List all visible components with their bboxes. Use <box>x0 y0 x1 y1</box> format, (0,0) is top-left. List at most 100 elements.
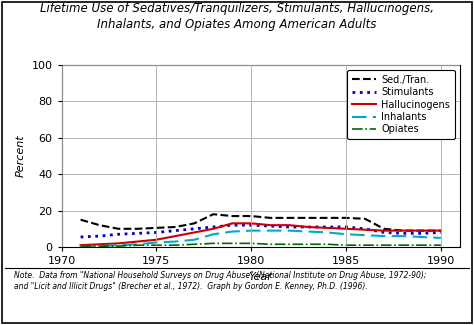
Inhalants <box>229 229 235 233</box>
Opiates <box>343 243 349 247</box>
Inhalants <box>305 229 311 233</box>
Hallucinogens <box>116 241 121 245</box>
Sed./Tran. <box>154 226 159 230</box>
Text: Lifetime Use of Sedatives/Tranquilizers, Stimulants, Hallucinogens,: Lifetime Use of Sedatives/Tranquilizers,… <box>40 2 434 15</box>
Stimulants <box>210 225 216 229</box>
Legend: Sed./Tran., Stimulants, Hallucinogens, Inhalants, Opiates: Sed./Tran., Stimulants, Hallucinogens, I… <box>347 70 455 139</box>
Stimulants <box>97 234 102 238</box>
Opiates <box>154 243 159 247</box>
Stimulants <box>438 230 444 234</box>
Hallucinogens <box>229 221 235 225</box>
Hallucinogens <box>305 225 311 229</box>
Inhalants <box>248 229 254 233</box>
Opiates <box>116 244 121 248</box>
Opiates <box>362 243 368 247</box>
Stimulants <box>381 230 387 234</box>
Hallucinogens <box>438 229 444 233</box>
Stimulants <box>154 230 159 234</box>
Inhalants <box>381 234 387 238</box>
Y-axis label: Percent: Percent <box>16 135 26 177</box>
Sed./Tran. <box>286 216 292 220</box>
Inhalants <box>362 233 368 237</box>
Line: Sed./Tran.: Sed./Tran. <box>81 214 441 231</box>
Opiates <box>229 241 235 245</box>
Opiates <box>400 243 406 247</box>
Stimulants <box>286 225 292 229</box>
Sed./Tran. <box>97 223 102 227</box>
Opiates <box>78 244 83 248</box>
Stimulants <box>419 231 425 235</box>
Opiates <box>438 243 444 247</box>
Line: Opiates: Opiates <box>81 243 441 246</box>
Sed./Tran. <box>229 214 235 218</box>
Inhalants <box>173 240 178 243</box>
Inhalants <box>324 230 330 234</box>
Inhalants <box>191 238 197 242</box>
Hallucinogens <box>324 226 330 230</box>
Inhalants <box>97 244 102 248</box>
Hallucinogens <box>343 227 349 231</box>
Opiates <box>248 241 254 245</box>
Sed./Tran. <box>419 229 425 233</box>
Stimulants <box>173 229 178 233</box>
Text: Inhalants, and Opiates Among American Adults: Inhalants, and Opiates Among American Ad… <box>97 18 377 31</box>
X-axis label: Year: Year <box>249 272 273 281</box>
Opiates <box>381 243 387 247</box>
Stimulants <box>267 224 273 228</box>
Hallucinogens <box>362 228 368 232</box>
Inhalants <box>210 232 216 236</box>
Line: Inhalants: Inhalants <box>81 231 441 246</box>
Sed./Tran. <box>324 216 330 220</box>
Stimulants <box>343 225 349 229</box>
Opiates <box>97 244 102 248</box>
Inhalants <box>438 236 444 240</box>
Hallucinogens <box>173 234 178 238</box>
Sed./Tran. <box>400 229 406 233</box>
Inhalants <box>78 244 83 248</box>
Opiates <box>286 242 292 246</box>
Stimulants <box>362 227 368 231</box>
Hallucinogens <box>419 229 425 233</box>
Stimulants <box>400 231 406 235</box>
Sed./Tran. <box>135 227 140 231</box>
Opiates <box>267 242 273 246</box>
Sed./Tran. <box>173 225 178 229</box>
Sed./Tran. <box>343 216 349 220</box>
Hallucinogens <box>154 238 159 242</box>
Stimulants <box>78 235 83 239</box>
Inhalants <box>154 240 159 244</box>
Hallucinogens <box>267 223 273 227</box>
Opiates <box>305 242 311 246</box>
Inhalants <box>135 242 140 246</box>
Opiates <box>191 242 197 246</box>
Text: Note.  Data from "National Household Surveys on Drug Abuse" (National Institute : Note. Data from "National Household Surv… <box>14 271 427 291</box>
Line: Hallucinogens: Hallucinogens <box>81 223 441 245</box>
Sed./Tran. <box>362 217 368 221</box>
Hallucinogens <box>135 240 140 243</box>
Sed./Tran. <box>438 229 444 233</box>
Line: Stimulants: Stimulants <box>81 225 441 237</box>
Sed./Tran. <box>248 214 254 218</box>
Stimulants <box>135 231 140 235</box>
Hallucinogens <box>97 242 102 246</box>
Stimulants <box>116 232 121 236</box>
Hallucinogens <box>400 229 406 233</box>
Stimulants <box>305 225 311 229</box>
Stimulants <box>324 225 330 229</box>
Stimulants <box>248 223 254 227</box>
Opiates <box>324 242 330 246</box>
Inhalants <box>419 235 425 239</box>
Stimulants <box>191 227 197 231</box>
Stimulants <box>229 223 235 227</box>
Inhalants <box>116 243 121 247</box>
Opiates <box>135 243 140 247</box>
Inhalants <box>343 232 349 236</box>
Hallucinogens <box>78 243 83 247</box>
Sed./Tran. <box>116 227 121 231</box>
Opiates <box>419 243 425 247</box>
Inhalants <box>286 229 292 233</box>
Inhalants <box>400 234 406 238</box>
Hallucinogens <box>210 227 216 231</box>
Hallucinogens <box>191 230 197 234</box>
Sed./Tran. <box>191 221 197 225</box>
